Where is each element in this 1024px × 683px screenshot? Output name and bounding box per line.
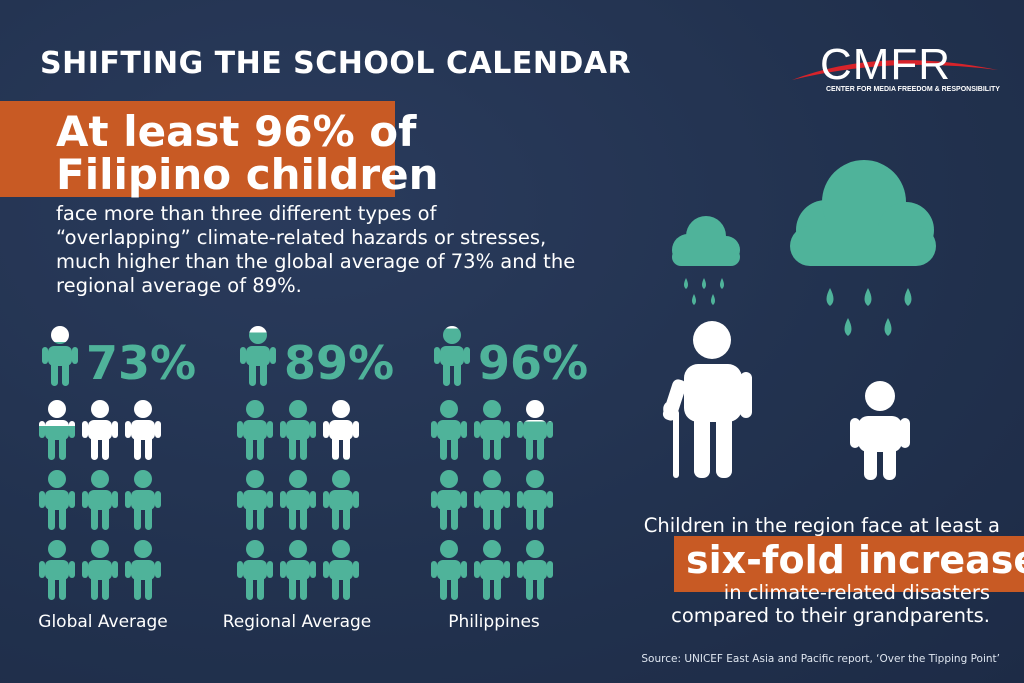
elderly-person-icon [662,321,752,478]
label-regional: Regional Average [222,612,372,632]
cmfr-logo: CMFR CENTER FOR MEDIA FREEDOM & RESPONSI… [790,38,1000,100]
group-global [40,325,80,387]
grid-global [38,400,168,605]
child-figure [517,540,553,600]
child-figure [240,326,276,386]
label-philippines: Philippines [448,612,540,632]
logo-subtitle: CENTER FOR MEDIA FREEDOM & RESPONSIBILIT… [826,86,1000,93]
percent-global: 73% [86,336,197,390]
child-figure [474,400,510,460]
child-figure [42,326,78,386]
child-figure [237,470,273,530]
child-figure [39,400,75,460]
child-figure [431,400,467,460]
page-title: SHIFTING THE SCHOOL CALENDAR [40,46,632,81]
children-grid-icon [39,400,161,600]
fact-line-1: Children in the region face at least a [643,514,1000,537]
child-figure [237,400,273,460]
child-figure [280,540,316,600]
child-figure [39,470,75,530]
child-figure [474,540,510,600]
child-figure [431,540,467,600]
fact-highlight: six-fold increase [686,538,1024,582]
child-figure [125,400,161,460]
child-figure [125,540,161,600]
grid-regional [236,400,366,605]
child-icon [240,326,276,386]
grid-philippines [430,400,560,605]
child-figure [517,400,553,460]
large-rain-cloud-icon [790,160,936,336]
child-figure [280,400,316,460]
percent-regional: 89% [284,336,395,390]
group-philippines [432,325,472,387]
child-icon [850,381,910,480]
child-icon [42,326,78,386]
logo-name: CMFR [820,40,952,89]
small-rain-cloud-icon [672,216,740,305]
child-figure [39,540,75,600]
child-icon [434,326,470,386]
headline-line-1: At least 96% of [56,107,417,156]
child-figure [82,540,118,600]
children-grid-icon [431,400,553,600]
percent-philippines: 96% [478,336,589,390]
fact-line-3: compared to their grandparents. [671,604,990,627]
child-figure [517,470,553,530]
children-grid-icon [237,400,359,600]
child-figure [323,470,359,530]
headline-description: face more than three different types of … [56,202,576,297]
child-figure [82,400,118,460]
child-figure [434,326,470,386]
group-regional [238,325,278,387]
child-figure [323,540,359,600]
child-figure [125,470,161,530]
fact-highlight-banner: six-fold increase [674,536,1024,592]
child-figure [82,470,118,530]
child-figure [323,400,359,460]
fact-line-2: in climate-related disasters [723,581,990,604]
label-global: Global Average [38,612,168,632]
child-figure [431,470,467,530]
headline-line-2: Filipino children [56,150,439,199]
headline-banner: At least 96% of Filipino children [0,101,438,199]
child-figure [474,470,510,530]
logo-swoosh-icon [792,60,998,80]
child-figure [280,470,316,530]
source-note: Source: UNICEF East Asia and Pacific rep… [641,653,1000,665]
child-figure [237,540,273,600]
